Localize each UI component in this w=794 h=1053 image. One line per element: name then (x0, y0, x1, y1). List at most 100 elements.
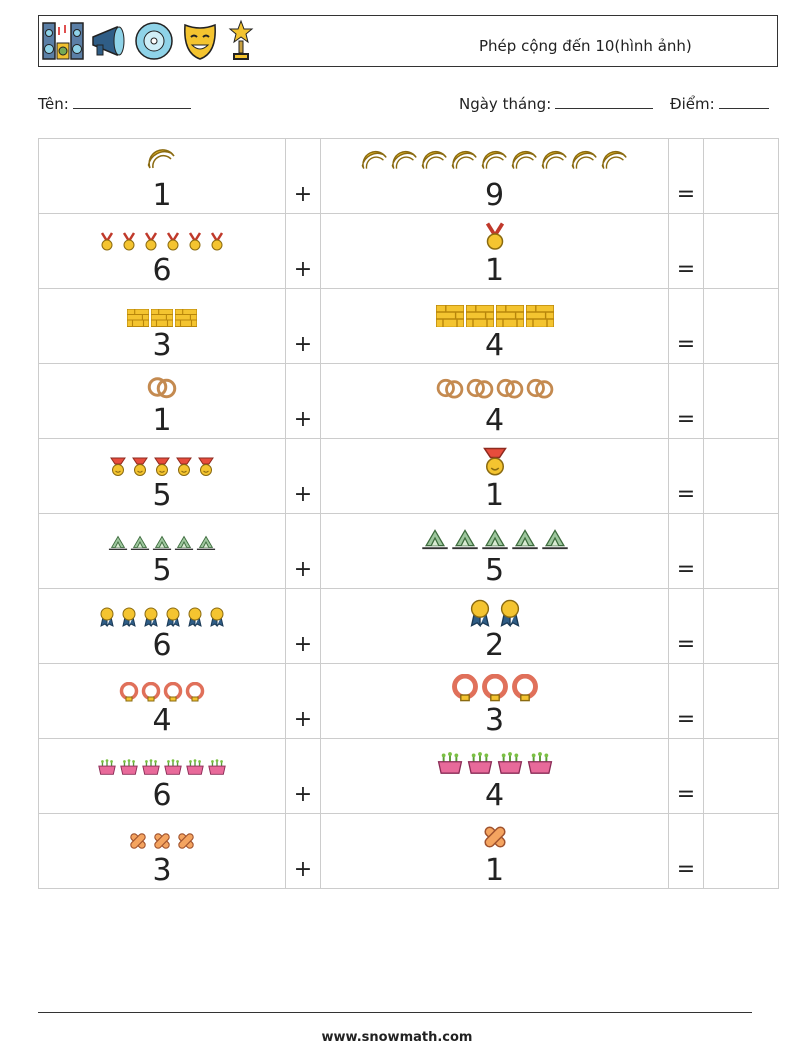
medal-icon (480, 222, 510, 256)
answer-box[interactable] (703, 513, 779, 589)
plus-cell: + (285, 738, 321, 814)
operand-a-number: 6 (152, 628, 172, 663)
tent-camp-icon (421, 524, 449, 556)
problem-row: 4 +3 = (38, 663, 779, 739)
equals-cell: = (668, 513, 704, 589)
picture-group (39, 366, 285, 406)
protractor-icon (511, 149, 539, 181)
answer-box[interactable] (703, 663, 779, 739)
equals-sign: = (676, 332, 696, 357)
protractor-icon (601, 149, 629, 181)
plant-pot-icon (97, 757, 117, 781)
operand-a-number: 5 (152, 553, 172, 588)
equals-sign: = (676, 707, 696, 732)
plus-cell: + (285, 138, 321, 214)
problem-row: 6 +1 = (38, 213, 779, 289)
date-label: Ngày tháng: (459, 95, 552, 113)
ring-buoy-icon (141, 681, 161, 706)
date-field: Ngày tháng: (459, 94, 654, 113)
picture-group (321, 591, 668, 631)
problem-row: 6 +4 = (38, 738, 779, 814)
equals-cell: = (668, 588, 704, 664)
operand-b-cell: 4 (320, 738, 669, 814)
sheet-title: Phép cộng đến 10(hình ảnh) (479, 37, 692, 55)
brick-wall-icon (524, 303, 555, 331)
plus-sign: + (293, 482, 313, 507)
smiley-medal-icon (108, 457, 128, 481)
problem-row: 3 +4 = (38, 288, 779, 364)
equals-cell: = (668, 363, 704, 439)
name-line[interactable] (72, 94, 191, 109)
picture-group (39, 441, 285, 481)
problem-row: 5 +5 = (38, 513, 779, 589)
tent-camp-icon (174, 532, 194, 556)
equals-sign: = (676, 857, 696, 882)
ring-buoy-icon (481, 673, 509, 706)
operand-b-cell: 4 (320, 363, 669, 439)
protractor-icon (451, 149, 479, 181)
operand-a-cell: 1 (38, 363, 286, 439)
operand-a-cell: 3 (38, 813, 286, 889)
picture-group (321, 741, 668, 781)
picture-group (39, 666, 285, 706)
tent-camp-icon (511, 524, 539, 556)
brick-wall-icon (464, 303, 495, 331)
plant-pot-icon (207, 757, 227, 781)
smiley-medal-icon (152, 457, 172, 481)
tent-camp-icon (451, 524, 479, 556)
smiley-medal-icon (174, 457, 194, 481)
operand-b-number: 2 (484, 628, 505, 663)
rings-icon (436, 374, 464, 406)
answer-box[interactable] (703, 363, 779, 439)
operand-a-number: 4 (152, 703, 172, 738)
score-line[interactable] (718, 94, 769, 109)
answer-box[interactable] (703, 213, 779, 289)
bandage-icon (175, 830, 197, 856)
megaphone-icon (89, 19, 129, 63)
answer-box[interactable] (703, 588, 779, 664)
score-field: Điểm: (670, 94, 769, 113)
problem-grid: 1 +9 = 6 +1 = 3 +4 = 1 +4 = 5 +1 = 5 +5 = 6 +2 = 4 +3 = 6 +4 = 3 +1 = (38, 138, 779, 889)
answer-box[interactable] (703, 738, 779, 814)
ring-buoy-icon (185, 681, 205, 706)
answer-box[interactable] (703, 438, 779, 514)
medal-icon (185, 232, 205, 256)
problem-row: 6 +2 = (38, 588, 779, 664)
picture-group (39, 591, 285, 631)
date-line[interactable] (555, 94, 654, 109)
picture-group (39, 816, 285, 856)
bandage-icon (480, 822, 510, 856)
protractor-icon (571, 149, 599, 181)
operand-a-cell: 4 (38, 663, 286, 739)
protractor-icon (361, 149, 389, 181)
operand-b-number: 5 (484, 553, 505, 588)
picture-group (321, 216, 668, 256)
bandage-icon (151, 830, 173, 856)
picture-group (321, 141, 668, 181)
equals-cell: = (668, 438, 704, 514)
tent-camp-icon (130, 532, 150, 556)
plus-cell: + (285, 438, 321, 514)
operand-a-number: 1 (152, 403, 172, 438)
plus-sign: + (293, 857, 313, 882)
brick-wall-icon (174, 308, 198, 331)
rings-icon (526, 374, 554, 406)
picture-group (321, 291, 668, 331)
plant-pot-icon (185, 757, 205, 781)
operand-a-cell: 5 (38, 513, 286, 589)
award-ribbon-icon (141, 607, 161, 631)
operand-b-cell: 1 (320, 813, 669, 889)
answer-box[interactable] (703, 813, 779, 889)
answer-box[interactable] (703, 138, 779, 214)
picture-group (321, 666, 668, 706)
picture-group (321, 516, 668, 556)
answer-box[interactable] (703, 288, 779, 364)
plus-sign: + (293, 182, 313, 207)
equals-sign: = (676, 182, 696, 207)
operand-b-number: 1 (484, 478, 505, 513)
name-field: Tên: (38, 94, 191, 113)
protractor-icon (391, 149, 419, 181)
operand-b-cell: 5 (320, 513, 669, 589)
operand-a-cell: 3 (38, 288, 286, 364)
ring-buoy-icon (163, 681, 183, 706)
